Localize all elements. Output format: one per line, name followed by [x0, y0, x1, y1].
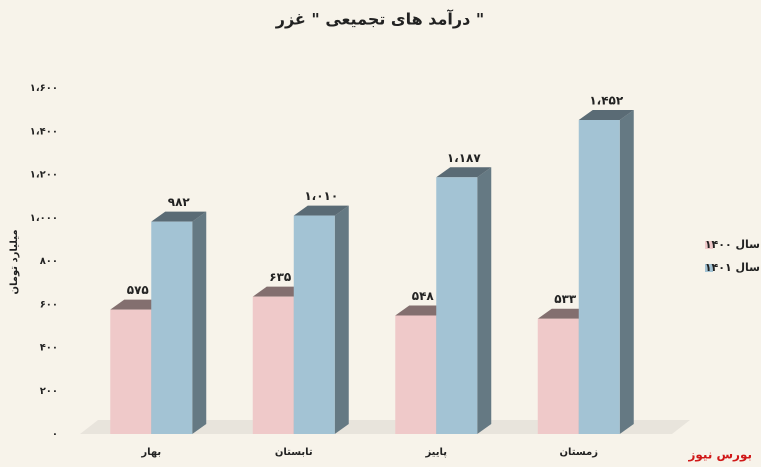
bar [151, 221, 193, 434]
bar-top [436, 167, 492, 178]
x-tick-label: پاییز [424, 447, 447, 458]
legend-swatch [705, 241, 713, 249]
y-tick-label: ۲۰۰ [40, 386, 58, 397]
y-tick-label: ۱،۲۰۰ [30, 170, 58, 181]
bar-side [477, 167, 492, 434]
legend-swatch [705, 264, 713, 272]
bar [293, 215, 335, 434]
y-tick-label: ۰ [52, 429, 58, 440]
value-label: ۵۷۵ [127, 283, 149, 297]
bar-side [619, 110, 634, 434]
value-label: ۱،۴۵۲ [589, 94, 624, 108]
y-tick-label: ۸۰۰ [40, 256, 58, 267]
value-label: ۱،۱۸۷ [447, 151, 482, 165]
y-tick-label: ۱،۴۰۰ [30, 126, 58, 137]
legend-label: سال ۱۴۰۰ [705, 238, 760, 251]
x-tick-label: بهار [140, 447, 161, 458]
y-axis-label: میلیارد تومان [9, 229, 20, 294]
bar-top [578, 110, 634, 121]
y-tick-label: ۱،۰۰۰ [30, 213, 58, 224]
bar [395, 315, 437, 434]
value-label: ۶۳۵ [269, 270, 291, 284]
value-label: ۱،۰۱۰ [304, 189, 338, 203]
legend-label: سال ۱۴۰۱ [705, 261, 760, 274]
y-tick-label: ۶۰۰ [40, 299, 58, 310]
bar [252, 296, 294, 434]
bar-top [151, 211, 207, 222]
bar-side [192, 211, 207, 434]
source: بورس نیوز [687, 448, 752, 463]
x-tick-label: زمستان [560, 447, 599, 458]
value-label: ۹۸۲ [168, 195, 191, 209]
y-tick-label: ۱،۶۰۰ [30, 83, 58, 94]
floor [80, 420, 690, 434]
bar [537, 318, 579, 434]
bar-top [293, 205, 349, 216]
bar [436, 177, 478, 434]
value-label: ۵۳۳ [554, 292, 577, 306]
chart-title: درآمد های تجمیعی " غزر " [275, 9, 484, 29]
bar-side [334, 205, 349, 434]
bar [110, 309, 152, 434]
value-label: ۵۴۸ [412, 289, 435, 303]
bar [578, 120, 620, 434]
x-tick-label: تابستان [275, 447, 313, 458]
y-tick-label: ۴۰۰ [40, 343, 58, 354]
